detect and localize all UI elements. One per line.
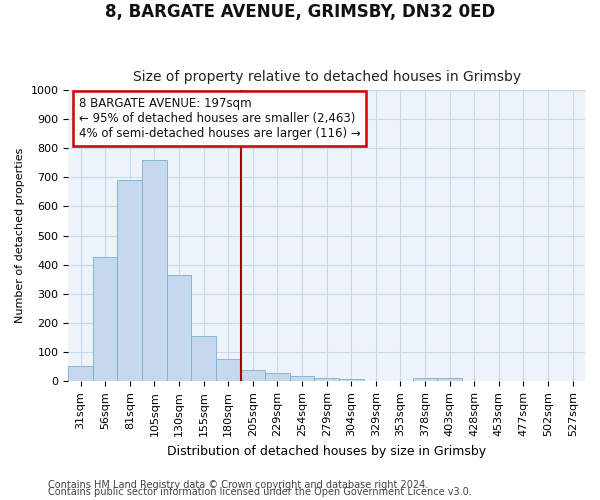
Bar <box>314 378 339 382</box>
Bar <box>118 180 142 382</box>
Bar <box>265 373 290 382</box>
Bar <box>93 258 118 382</box>
Bar <box>339 379 364 382</box>
Text: Contains public sector information licensed under the Open Government Licence v3: Contains public sector information licen… <box>48 487 472 497</box>
Bar <box>167 275 191 382</box>
Bar <box>68 366 93 382</box>
Bar <box>413 378 437 382</box>
Bar <box>216 360 241 382</box>
Y-axis label: Number of detached properties: Number of detached properties <box>15 148 25 324</box>
Bar <box>241 370 265 382</box>
Bar <box>290 376 314 382</box>
Bar <box>437 378 462 382</box>
Bar <box>191 336 216 382</box>
Bar <box>142 160 167 382</box>
Text: 8, BARGATE AVENUE, GRIMSBY, DN32 0ED: 8, BARGATE AVENUE, GRIMSBY, DN32 0ED <box>105 2 495 21</box>
Text: 8 BARGATE AVENUE: 197sqm
← 95% of detached houses are smaller (2,463)
4% of semi: 8 BARGATE AVENUE: 197sqm ← 95% of detach… <box>79 97 361 140</box>
Title: Size of property relative to detached houses in Grimsby: Size of property relative to detached ho… <box>133 70 521 85</box>
Text: Contains HM Land Registry data © Crown copyright and database right 2024.: Contains HM Land Registry data © Crown c… <box>48 480 428 490</box>
X-axis label: Distribution of detached houses by size in Grimsby: Distribution of detached houses by size … <box>167 444 486 458</box>
